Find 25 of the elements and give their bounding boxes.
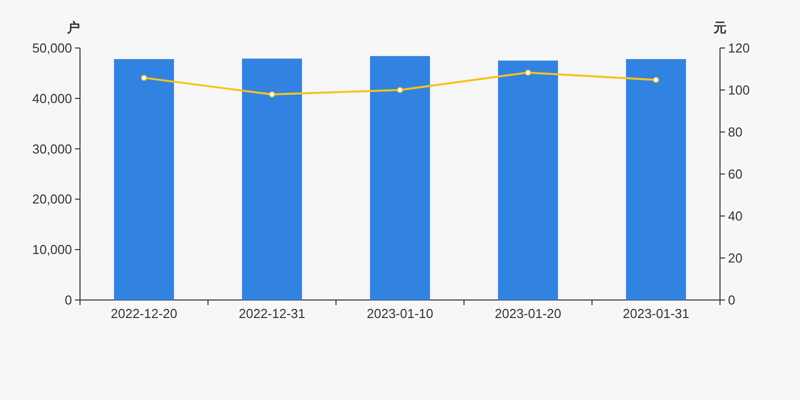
x-tick-label: 2022-12-20 xyxy=(110,306,178,321)
y2-axis-title: 元 xyxy=(712,20,726,35)
y2-tick-label: 60 xyxy=(728,166,742,182)
y-tick-label: 30,000 xyxy=(32,141,72,156)
point xyxy=(525,70,531,76)
x-tick-label: 2022-12-31 xyxy=(238,306,306,321)
point xyxy=(397,87,403,93)
y-tick-label: 40,000 xyxy=(32,90,72,106)
y2-tick-label: 120 xyxy=(728,40,750,56)
y2-tick-label: 100 xyxy=(728,82,750,98)
y2-tick-label: 80 xyxy=(728,124,742,140)
y-tick-label: 50,000 xyxy=(32,40,72,56)
y2-tick-label: 20 xyxy=(728,250,742,266)
point xyxy=(269,91,275,98)
x-tick-label: 2023-01-10 xyxy=(366,306,434,321)
y-tick-label: 20,000 xyxy=(32,192,72,207)
point xyxy=(141,74,147,81)
y2-tick-label: 0 xyxy=(728,292,736,308)
y-tick-label: 0 xyxy=(64,292,72,308)
point xyxy=(653,76,659,83)
x-tick-label: 2023-01-20 xyxy=(494,306,562,321)
y-axis-title: 户 xyxy=(66,20,80,35)
x-tick-label: 2023-01-31 xyxy=(622,306,690,321)
y-tick-label: 10,000 xyxy=(32,242,72,258)
y2-tick-label: 40 xyxy=(728,208,742,224)
